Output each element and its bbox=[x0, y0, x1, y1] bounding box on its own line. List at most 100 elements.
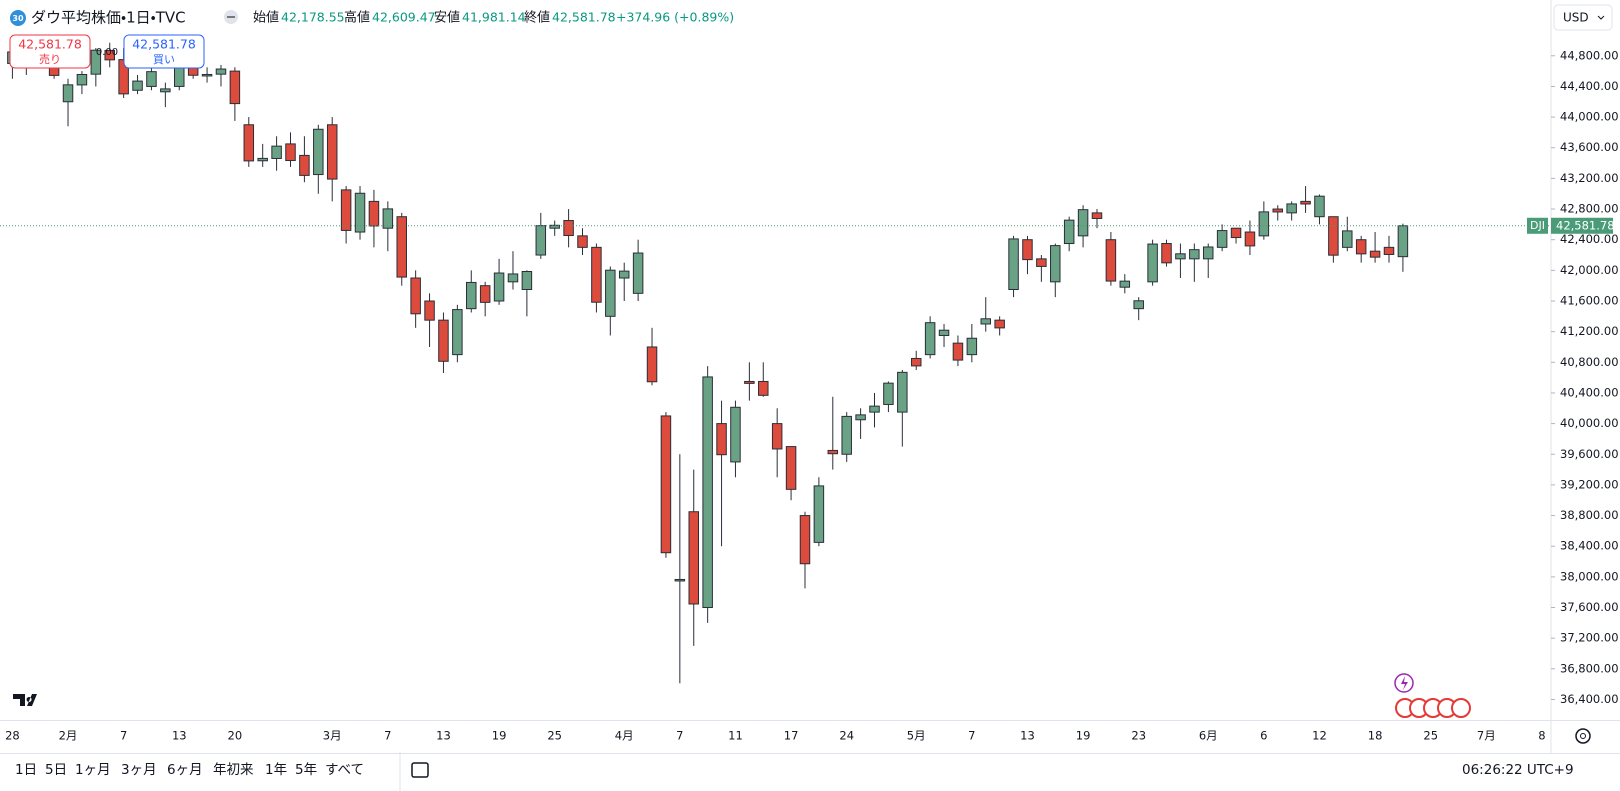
candle-body bbox=[507, 273, 519, 283]
range-button[interactable]: 1日 bbox=[15, 762, 37, 778]
range-button[interactable]: 5日 bbox=[45, 762, 67, 778]
candle-body bbox=[90, 49, 102, 75]
last-price-tag bbox=[1551, 217, 1613, 234]
high-value: 42,609.47 bbox=[372, 10, 436, 25]
symbol-tag bbox=[1527, 217, 1548, 234]
y-tick-label: 40,000.00 bbox=[1560, 416, 1619, 430]
y-tick-label: 37,200.00 bbox=[1560, 631, 1619, 645]
clock[interactable]: 06:26:22 UTC+9 bbox=[1462, 762, 1574, 778]
event-bolt bbox=[1401, 676, 1408, 690]
candle-body bbox=[382, 208, 394, 229]
candle-body bbox=[313, 128, 324, 176]
candle-body bbox=[535, 225, 547, 256]
candle-body bbox=[716, 423, 727, 456]
candle-body bbox=[952, 342, 964, 361]
range-button[interactable]: 1年 bbox=[265, 762, 287, 778]
candle-body bbox=[910, 357, 922, 367]
change-value: +374.96 (+0.89%) bbox=[616, 10, 734, 25]
tv-logo[interactable] bbox=[13, 694, 37, 706]
candle-body bbox=[326, 124, 338, 180]
y-tick-label: 41,600.00 bbox=[1560, 293, 1619, 307]
y-tick-label: 44,800.00 bbox=[1560, 48, 1619, 62]
goto-date-button[interactable] bbox=[411, 762, 429, 778]
y-tick-label: 40,400.00 bbox=[1560, 385, 1619, 399]
range-button[interactable]: すべて bbox=[325, 762, 364, 778]
candle-body bbox=[938, 329, 950, 336]
candle-body bbox=[799, 515, 811, 565]
candle-body bbox=[1008, 238, 1019, 291]
candle-body bbox=[160, 88, 171, 93]
candle-body bbox=[285, 143, 296, 162]
candle-body bbox=[549, 224, 560, 229]
x-tick-label: 13 bbox=[1020, 729, 1035, 743]
candle-body bbox=[744, 380, 755, 384]
candle-body bbox=[1230, 227, 1242, 239]
candle-body bbox=[1397, 225, 1409, 258]
candle-body bbox=[368, 200, 380, 227]
y-tick-label: 39,200.00 bbox=[1560, 477, 1619, 491]
candle-body bbox=[243, 124, 255, 162]
candle-body bbox=[1077, 209, 1089, 237]
x-tick-label: 7 bbox=[384, 729, 391, 743]
candle-body bbox=[813, 485, 825, 543]
candle-body bbox=[1161, 243, 1172, 264]
candle-body bbox=[855, 414, 866, 421]
range-button[interactable]: 年初来 bbox=[213, 762, 254, 778]
event-flag[interactable] bbox=[1451, 698, 1471, 718]
chart-title[interactable]: ダウ平均株価・1日・TVC bbox=[31, 9, 186, 27]
candle-body bbox=[827, 449, 839, 455]
candle-body bbox=[605, 269, 616, 317]
candle-body bbox=[730, 406, 741, 463]
candle-body bbox=[1272, 208, 1284, 213]
range-button[interactable]: 5年 bbox=[295, 762, 317, 778]
candle-body bbox=[758, 380, 769, 396]
candle-body bbox=[257, 157, 268, 162]
range-button[interactable]: 6ヶ月 bbox=[167, 762, 203, 778]
candle-body bbox=[674, 578, 686, 582]
y-tick-label: 36,400.00 bbox=[1560, 692, 1619, 706]
candle-body bbox=[785, 446, 797, 490]
last-price-text: 42,581.78 bbox=[1556, 218, 1615, 232]
candle-body bbox=[994, 319, 1005, 329]
candle-body bbox=[438, 319, 449, 362]
candle-body bbox=[396, 216, 407, 278]
candle-body bbox=[201, 73, 213, 77]
candle-body bbox=[591, 246, 602, 303]
candle-body bbox=[62, 84, 74, 103]
range-button[interactable]: 1ヶ月 bbox=[75, 762, 111, 778]
range-button[interactable]: 3ヶ月 bbox=[121, 762, 157, 778]
x-tick-label: 23 bbox=[1131, 729, 1146, 743]
currency-button[interactable] bbox=[1553, 4, 1613, 31]
sell-price: 42,581.78 bbox=[18, 37, 82, 52]
x-tick-label: 25 bbox=[547, 729, 562, 743]
close-label: 終値 bbox=[524, 10, 550, 26]
y-tick-label: 42,400.00 bbox=[1560, 232, 1619, 246]
settings-button[interactable] bbox=[1575, 728, 1591, 744]
buy-label: 買い bbox=[153, 53, 175, 66]
candle-body bbox=[215, 68, 227, 75]
x-tick-label: 8 bbox=[1538, 729, 1545, 743]
symbol-tag-text: DJI bbox=[1530, 219, 1545, 232]
buy-button[interactable] bbox=[123, 34, 205, 69]
y-tick-label: 43,600.00 bbox=[1560, 140, 1619, 154]
x-tick-label: 4月 bbox=[615, 729, 634, 743]
y-tick-label: 43,200.00 bbox=[1560, 171, 1619, 185]
candle-body bbox=[1342, 230, 1353, 248]
candle-body bbox=[688, 511, 699, 605]
candle-body bbox=[980, 318, 991, 325]
close-value: 42,581.78 bbox=[552, 10, 616, 25]
candle-body bbox=[1189, 249, 1200, 260]
x-tick-label: 13 bbox=[436, 729, 451, 743]
y-tick-label: 38,800.00 bbox=[1560, 508, 1619, 522]
candle-body bbox=[1286, 203, 1297, 214]
candle-body bbox=[1119, 280, 1131, 288]
symbol-badge[interactable] bbox=[10, 10, 26, 26]
candle-body bbox=[883, 382, 894, 405]
y-tick-label: 36,800.00 bbox=[1560, 661, 1619, 675]
x-tick-label: 24 bbox=[839, 729, 854, 743]
sell-button[interactable] bbox=[9, 34, 91, 69]
high-label: 高値 bbox=[344, 10, 370, 26]
candle-body bbox=[1258, 211, 1270, 237]
